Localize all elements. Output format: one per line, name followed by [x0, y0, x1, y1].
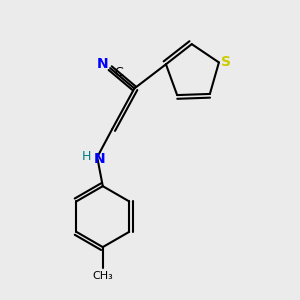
Text: C: C	[114, 66, 123, 79]
Text: N: N	[93, 152, 105, 166]
Text: S: S	[220, 56, 231, 69]
Text: N: N	[97, 57, 109, 71]
Text: CH₃: CH₃	[92, 271, 113, 281]
Text: H: H	[82, 150, 92, 163]
